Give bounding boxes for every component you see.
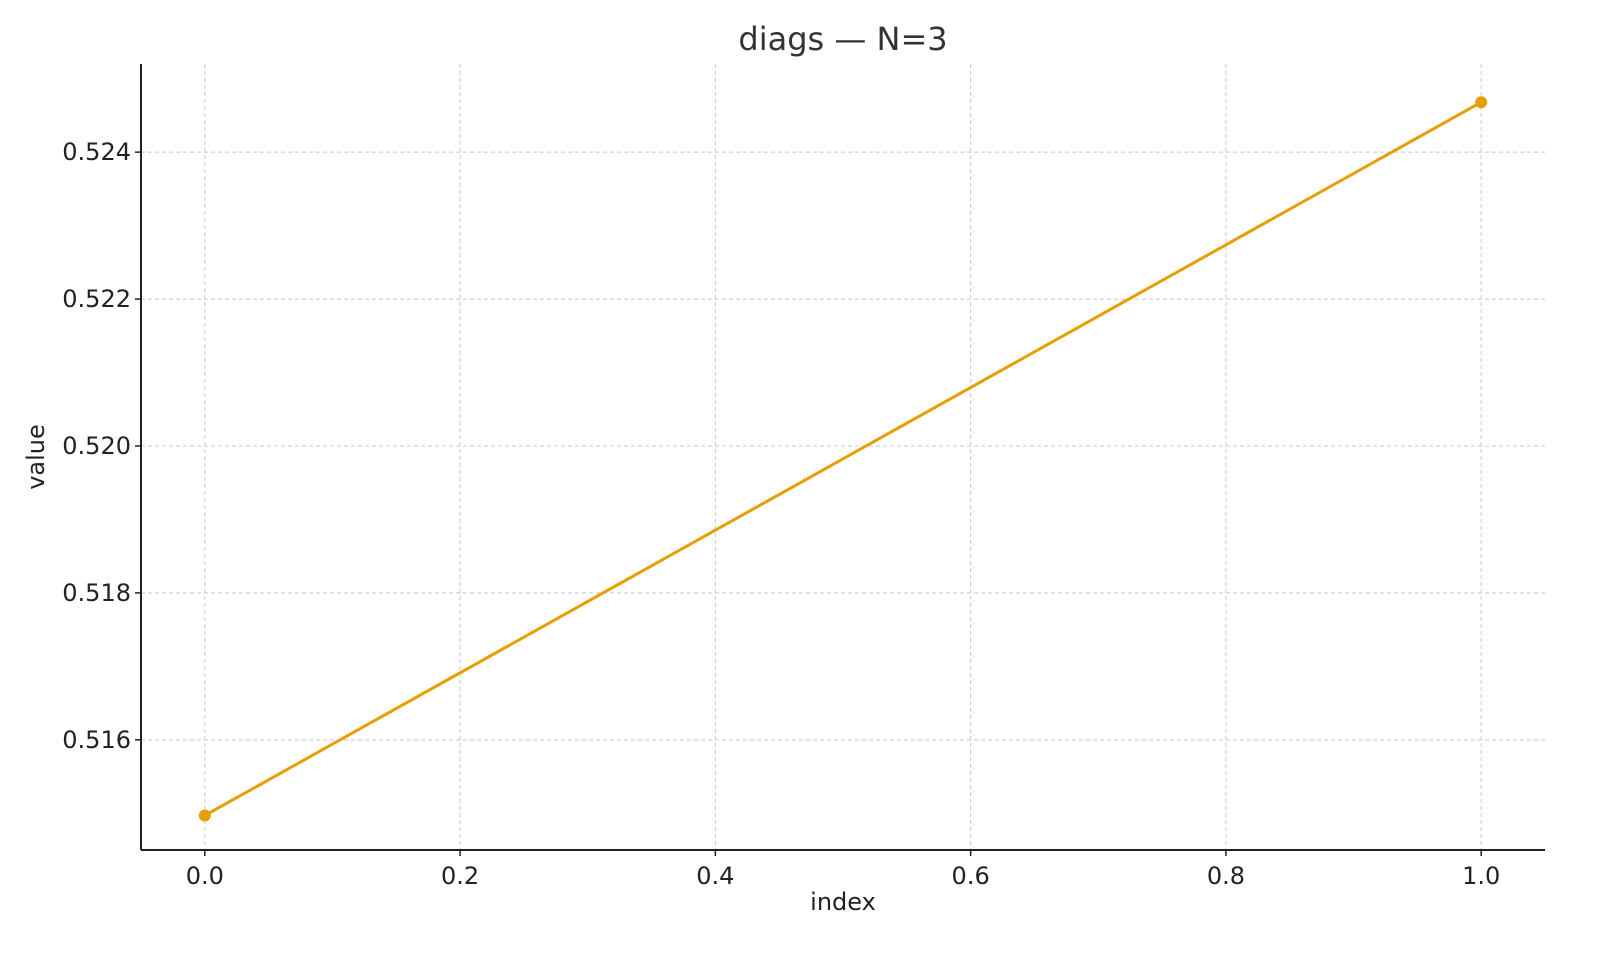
y-tick-label: 0.522	[62, 285, 131, 313]
x-tick-label: 0.4	[696, 862, 734, 890]
y-tick-label: 0.524	[62, 138, 131, 166]
x-tick-label: 0.8	[1207, 862, 1245, 890]
x-tick-label: 0.6	[952, 862, 990, 890]
y-tick-label: 0.520	[62, 432, 131, 460]
series-line	[203, 100, 1483, 817]
y-axis-label: value	[22, 424, 50, 490]
y-tick-label: 0.516	[62, 726, 131, 754]
grid	[141, 64, 1545, 850]
ticks: 0.0 0.2 0.4 0.6 0.8 1.0 0.516 0.518 0.520 0.522 0.…	[62, 138, 1500, 890]
x-axis-label: index	[810, 888, 876, 916]
x-tick-label: 0.2	[441, 862, 479, 890]
x-tick-label: 0.0	[186, 862, 224, 890]
chart-title: diags — N=3	[738, 20, 947, 58]
axes	[140, 64, 1545, 851]
series	[198, 96, 1488, 822]
data-point	[1475, 96, 1488, 109]
x-tick-label: 1.0	[1462, 862, 1500, 890]
y-tick-label: 0.518	[62, 579, 131, 607]
data-point	[198, 809, 211, 822]
